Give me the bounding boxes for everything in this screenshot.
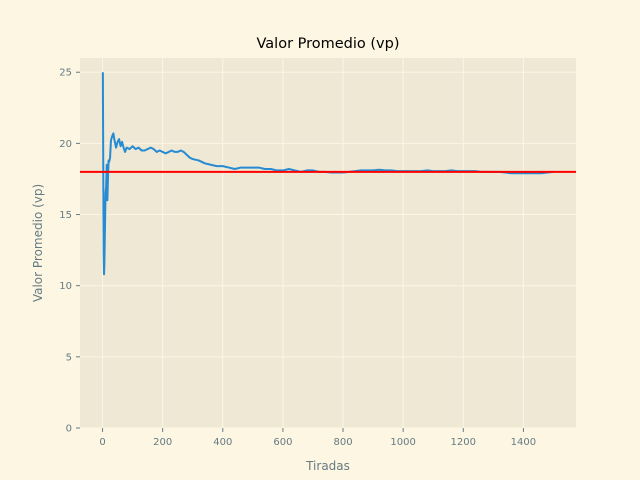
x-tick-label: 1000 <box>390 437 415 448</box>
x-tick-label: 200 <box>153 437 172 448</box>
x-tick-label: 400 <box>213 437 232 448</box>
chart-title: Valor Promedio (vp) <box>256 36 399 52</box>
x-tick-label: 1200 <box>451 437 476 448</box>
y-tick-label: 15 <box>59 210 72 221</box>
y-tick-label: 0 <box>66 424 72 435</box>
x-axis-label: Tiradas <box>305 459 350 473</box>
x-tick-label: 0 <box>99 437 105 448</box>
y-tick-label: 20 <box>59 139 72 150</box>
x-tick-label: 1400 <box>511 437 536 448</box>
ticks: 0 200 400 600 800 1000 1200 1400 0 5 10 15 20 25 <box>59 68 536 448</box>
y-tick-label: 10 <box>59 281 72 292</box>
plot-area <box>80 58 576 428</box>
x-tick-label: 600 <box>273 437 292 448</box>
x-tick-label: 800 <box>333 437 352 448</box>
y-axis-label: Valor Promedio (vp) <box>31 184 45 302</box>
y-tick-label: 5 <box>66 352 72 363</box>
y-tick-label: 25 <box>59 68 72 79</box>
